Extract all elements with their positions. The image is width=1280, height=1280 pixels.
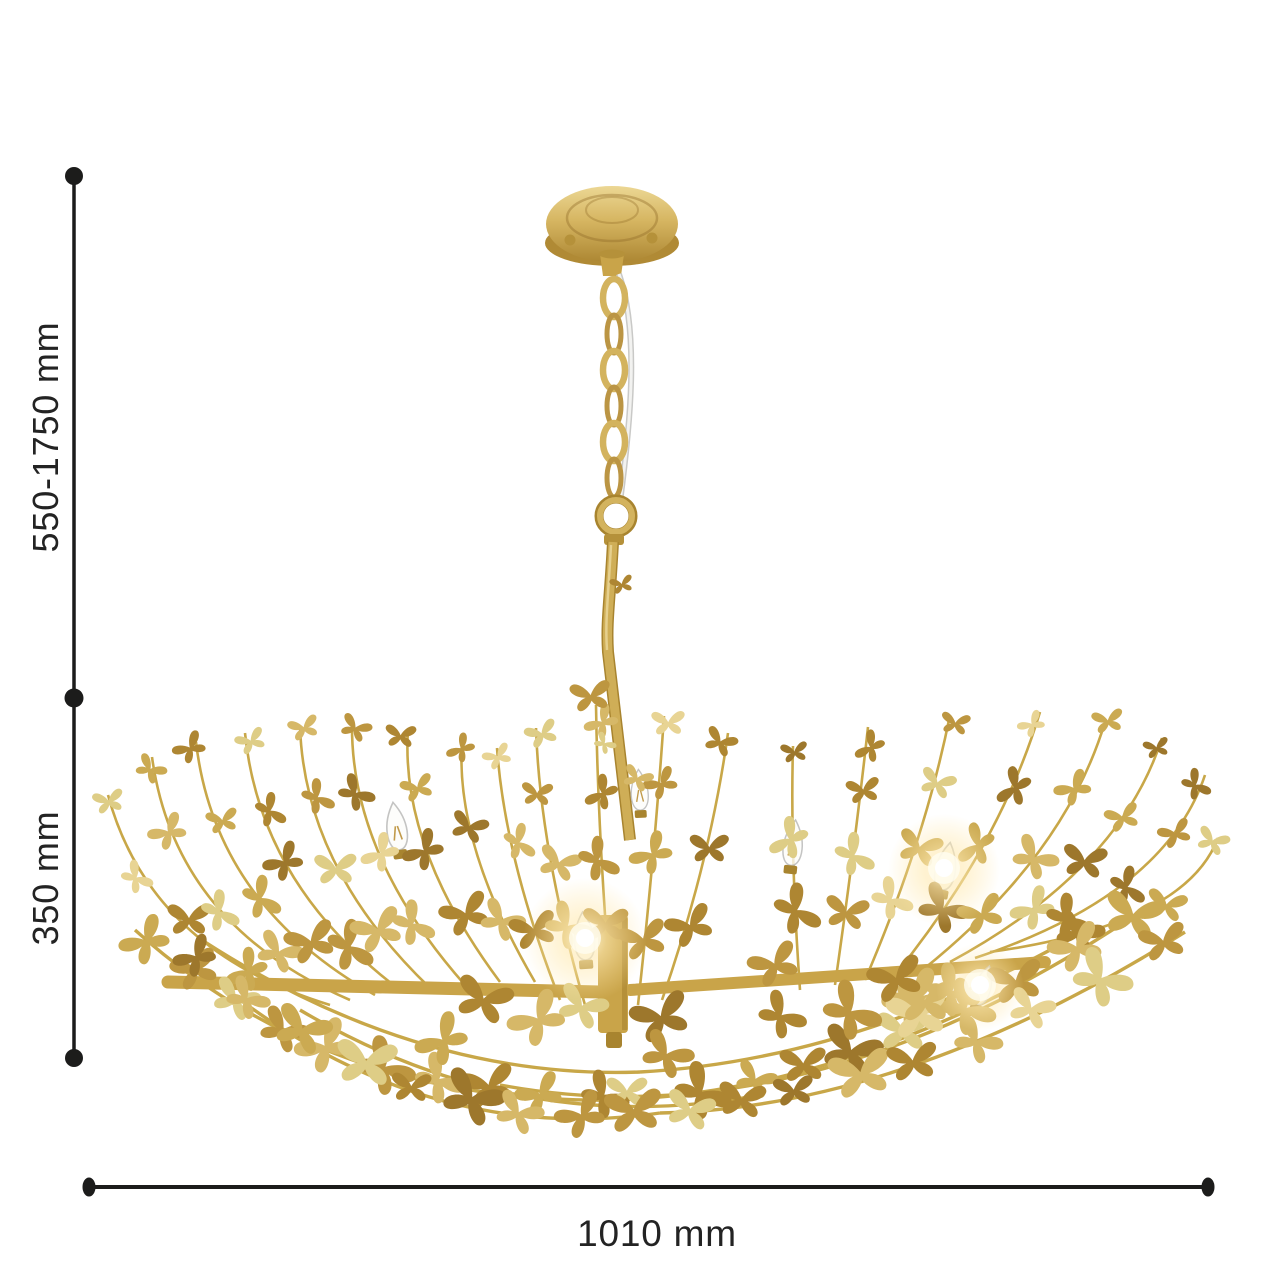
butterfly-icon (815, 976, 885, 1048)
branch-stem (660, 732, 730, 1001)
width-label: 1010 mm (577, 1213, 737, 1254)
canopy-screw-right (646, 232, 658, 244)
canopy-hub (600, 254, 624, 276)
dimension-dot-top (65, 167, 83, 185)
bulb-glow-core (576, 929, 594, 947)
dimension-dot-left (82, 1177, 96, 1197)
butterfly-icon (752, 987, 810, 1045)
butterfly-icon (1178, 766, 1213, 804)
butterfly-icon (583, 772, 622, 815)
butterfly-icon (501, 821, 537, 864)
bulb-filament (393, 825, 403, 841)
butterfly-icon (700, 724, 740, 760)
canopy-screw-left (564, 234, 576, 246)
dimension-dot-middle (64, 688, 84, 708)
butterfly-icon (314, 853, 358, 884)
butterfly-icon (830, 830, 877, 881)
butterfly-icon (260, 838, 309, 886)
butterflies (91, 573, 1232, 1143)
chain-link (604, 384, 624, 428)
bulb-socket (634, 809, 647, 819)
width-dimension: 1010 mm (82, 1177, 1215, 1254)
dimension-dot-right (1201, 1177, 1215, 1197)
butterfly-icon (522, 717, 562, 751)
butterfly-icon (845, 776, 882, 805)
butterfly-icon (117, 858, 155, 898)
branch-stem (194, 741, 376, 997)
ceiling-canopy (545, 186, 679, 276)
butterfly-icon (534, 842, 584, 884)
chain-link (599, 275, 629, 321)
butterfly-icon (635, 1026, 697, 1084)
butterfly-icon (651, 710, 686, 735)
canopy-ridge-outer (565, 193, 659, 243)
butterfly-icon (398, 772, 437, 804)
butterfly-icon (336, 711, 374, 745)
bulb-filament (636, 789, 645, 802)
butterfly-icon (233, 725, 269, 757)
butterfly-icon (412, 1008, 475, 1072)
butterfly-icon (1060, 843, 1109, 879)
butterfly-icon (1090, 707, 1126, 735)
bulb-glow-core (935, 859, 953, 877)
butterfly-icon (1102, 801, 1143, 834)
butterfly-icon (116, 911, 177, 971)
branch-stem (924, 721, 1107, 970)
canopy-hub-collar (599, 249, 625, 259)
bulb-socket (783, 864, 798, 875)
butterfly-icon (520, 782, 554, 806)
butterfly-icon (450, 972, 516, 1027)
branch-stem (150, 756, 351, 1002)
light-glows (523, 814, 1024, 1031)
height-dimension: 550-1750 mm 350 mm (25, 167, 84, 1067)
chain-link (599, 419, 629, 465)
butterfly-icon (145, 810, 192, 855)
butterfly-icon (1006, 831, 1062, 885)
canopy-ridge-inner (585, 196, 639, 224)
butterfly-icon (91, 787, 126, 815)
hanging-chain (599, 275, 629, 500)
butterfly-icon (995, 764, 1035, 811)
butterfly-icon (779, 740, 810, 764)
butterfly-icon (1051, 767, 1097, 810)
chain-link (604, 312, 624, 356)
column-finial (606, 1032, 622, 1048)
butterfly-nest (91, 573, 1232, 1143)
butterfly-icon (447, 809, 491, 846)
butterfly-icon (1155, 816, 1195, 851)
dimension-dot-bottom (65, 1049, 83, 1067)
height-range-label: 550-1750 mm (25, 322, 66, 553)
chain-link (599, 347, 629, 393)
chain-ring (597, 497, 635, 535)
branch-stem (460, 741, 537, 983)
bulb-glow-core (971, 976, 989, 994)
butterfly-icon (333, 771, 378, 816)
body-height-label: 350 mm (25, 811, 66, 946)
butterfly-icon (444, 731, 479, 767)
butterfly-icon (204, 806, 241, 835)
chandelier (91, 186, 1232, 1143)
butterfly-icon (1015, 708, 1049, 741)
butterfly-icon (131, 751, 169, 787)
canopy-dome (546, 186, 678, 262)
butterfly-icon (297, 776, 337, 819)
butterfly-icon (384, 724, 417, 748)
butterfly-icon (170, 728, 210, 768)
butterfly-icon (853, 728, 888, 767)
chain-link (604, 456, 624, 500)
branch-stem (298, 726, 431, 989)
butterfly-icon (939, 711, 972, 736)
butterfly-icon (286, 713, 322, 743)
hanging-rod-highlight (605, 544, 613, 651)
